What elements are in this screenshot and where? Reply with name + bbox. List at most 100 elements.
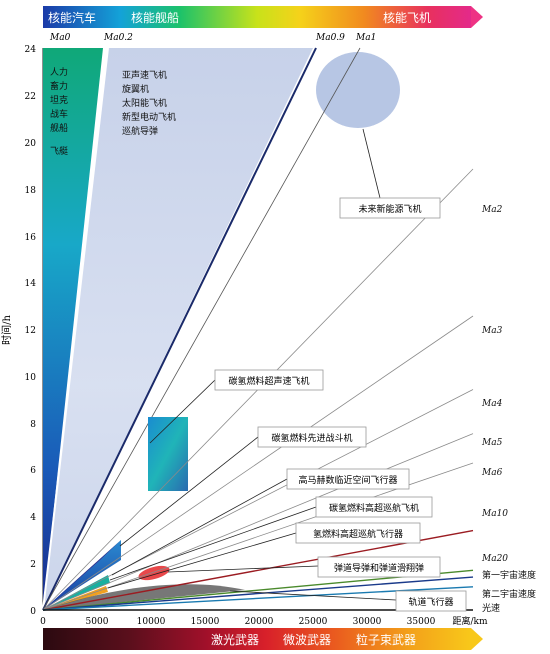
right-label-ma3: Ma3 — [481, 326, 503, 336]
supersonic-box — [148, 417, 188, 491]
x-tick-label: 10000 — [137, 617, 166, 627]
right-label-ma4: Ma4 — [481, 399, 503, 409]
future-aircraft-ellipse — [316, 52, 400, 128]
orbital-grey-region — [43, 584, 245, 610]
left-text-2: 畜力 — [50, 80, 68, 92]
right-label-ma2: Ma2 — [481, 205, 503, 215]
leader-orbital — [229, 590, 397, 601]
series-line-Ma3 — [42, 315, 474, 611]
subsonic-text-2: 旋翼机 — [122, 83, 149, 95]
leader-supersonic — [149, 379, 216, 444]
left-text-5: 舰船 — [50, 122, 68, 134]
top-band-bar — [43, 6, 471, 28]
y-tick-label: 24 — [25, 45, 37, 55]
x-tick-label: 0 — [40, 617, 46, 627]
subsonic-texts: 亚声速飞机 旋翼机 太阳能飞机 新型电动飞机 巡航导弹 — [122, 69, 176, 137]
annotation-box-fighter — [257, 426, 367, 448]
y-tick-label: 22 — [25, 92, 36, 102]
annotation-fighter: 碳氢燃料先进战斗机 — [271, 432, 352, 444]
annotation-box-near-space — [286, 468, 410, 490]
annotation-ballistic: 弹道导弹和弹道滑翔弹 — [334, 562, 424, 574]
right-side-labels: Ma2 Ma3 Ma4 Ma5 Ma6 Ma10 Ma20 第一宇宙速度 第二宇… — [481, 205, 536, 614]
right-label-light-speed: 光速 — [482, 602, 500, 614]
top-band-arrow-tip — [471, 6, 483, 28]
ma1-line — [42, 47, 361, 611]
leader-near-space — [111, 478, 288, 576]
x-axis-title: 距离/km — [452, 615, 487, 627]
y-tick-label: 8 — [30, 420, 36, 430]
x-tick-label: 20000 — [245, 617, 274, 627]
series-line-第一宇宙速度 — [42, 576, 474, 611]
bottom-band-bar — [43, 628, 471, 650]
leader-hydrogen — [107, 532, 297, 589]
band-label-nuclear-car: 核能汽车 — [48, 11, 97, 25]
left-text-3: 坦克 — [50, 95, 68, 106]
annotation-supersonic: 碳氢燃料超声速飞机 — [228, 375, 309, 387]
ma0-2-boundary — [42, 47, 109, 611]
leader-hypersonic-aircraft — [109, 506, 317, 581]
mach-label-ma0: Ma0 — [49, 33, 71, 43]
annotation-box-orbital — [395, 590, 467, 612]
subsonic-text-3: 太阳能飞机 — [122, 97, 167, 109]
right-label-ma6: Ma6 — [481, 468, 503, 478]
series-line-Ma10 — [42, 529, 474, 611]
right-label-ma20: Ma20 — [481, 554, 508, 564]
band-label-nuclear-aircraft: 核能飞机 — [383, 11, 432, 25]
subsonic-text-1: 亚声速飞机 — [122, 69, 167, 81]
bottom-band-arrow-tip — [471, 628, 483, 650]
x-tick-label: 30000 — [353, 617, 382, 627]
annotation-box-future — [339, 197, 441, 219]
leader-ballistic — [167, 565, 319, 573]
y-tick-label: 20 — [25, 139, 37, 149]
y-tick-label: 14 — [25, 279, 37, 289]
annotation-hypersonic-aircraft: 碳氢燃料高超巡航飞机 — [329, 502, 419, 514]
series-line-Ma5 — [42, 433, 474, 611]
band-label-particle: 粒子束武器 — [356, 633, 417, 647]
annotation-hydrogen: 氢燃料高超巡航飞行器 — [313, 528, 403, 540]
x-tick-label: 5000 — [86, 617, 109, 627]
y-tick-label: 18 — [25, 186, 37, 196]
orange-wedge — [43, 586, 108, 610]
y-tick-label: 0 — [30, 607, 36, 617]
annotation-near-space: 高马赫数临近空间飞行器 — [298, 474, 397, 486]
annotation-box-hydrogen — [295, 522, 421, 544]
x-tick-label: 35000 — [407, 617, 436, 627]
y-tick-label: 16 — [25, 233, 37, 243]
band-label-laser: 激光武器 — [211, 633, 260, 647]
leader-fighter — [119, 436, 259, 547]
y-tick-label: 2 — [30, 560, 36, 570]
x-tick-label: 25000 — [299, 617, 328, 627]
left-column-texts: 人力 畜力 坦克 战车 舰船 飞艇 — [50, 66, 68, 157]
mach-label-ma0-9: Ma0.9 — [315, 33, 345, 43]
x-axis-ticks: 0 5000 10000 15000 20000 25000 30000 350… — [40, 617, 435, 627]
annotation-box-hypersonic-aircraft — [315, 496, 433, 518]
left-text-7: 飞艇 — [50, 145, 68, 157]
left-text-4: 战车 — [50, 108, 68, 120]
ballistic-ellipse — [138, 565, 170, 581]
y-tick-label: 6 — [30, 466, 36, 476]
band-label-microwave: 微波武器 — [283, 633, 332, 647]
top-energy-band: 核能汽车 核能舰船 核能飞机 — [43, 6, 483, 28]
leader-future — [362, 128, 381, 199]
mach-label-ma1: Ma1 — [355, 33, 376, 43]
left-text-1: 人力 — [50, 66, 68, 78]
right-label-ma10: Ma10 — [481, 509, 508, 519]
slow-transport-region — [43, 48, 103, 610]
right-label-second-cosmic: 第二宇宙速度 — [482, 588, 536, 600]
y-axis-title: 时间/h — [0, 315, 13, 345]
subsonic-text-5: 巡航导弹 — [122, 125, 158, 137]
band-label-nuclear-ship: 核能舰船 — [131, 11, 180, 25]
subsonic-text-4: 新型电动飞机 — [122, 111, 176, 123]
annotation-future-aircraft: 未来新能源飞机 — [358, 203, 421, 215]
right-label-ma5: Ma5 — [481, 438, 503, 448]
annotation-orbital: 轨道飞行器 — [408, 596, 453, 608]
mach-label-ma0-2: Ma0.2 — [103, 33, 133, 43]
y-tick-label: 4 — [30, 513, 36, 523]
y-tick-label: 10 — [25, 373, 37, 383]
bottom-weapons-band: 激光武器 微波武器 粒子束武器 — [43, 628, 483, 650]
ma0-9-boundary — [42, 47, 317, 611]
annotation-box-supersonic — [214, 369, 324, 391]
annotation-box-ballistic — [317, 556, 441, 578]
purple-wedge — [43, 540, 121, 610]
